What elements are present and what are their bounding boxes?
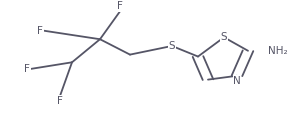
Text: S: S (221, 32, 227, 42)
Text: F: F (24, 64, 30, 74)
Text: F: F (37, 26, 43, 36)
Text: N: N (233, 76, 241, 86)
Text: F: F (57, 96, 63, 106)
Text: NH₂: NH₂ (268, 46, 287, 56)
Text: S: S (169, 41, 175, 51)
Text: F: F (117, 1, 123, 11)
